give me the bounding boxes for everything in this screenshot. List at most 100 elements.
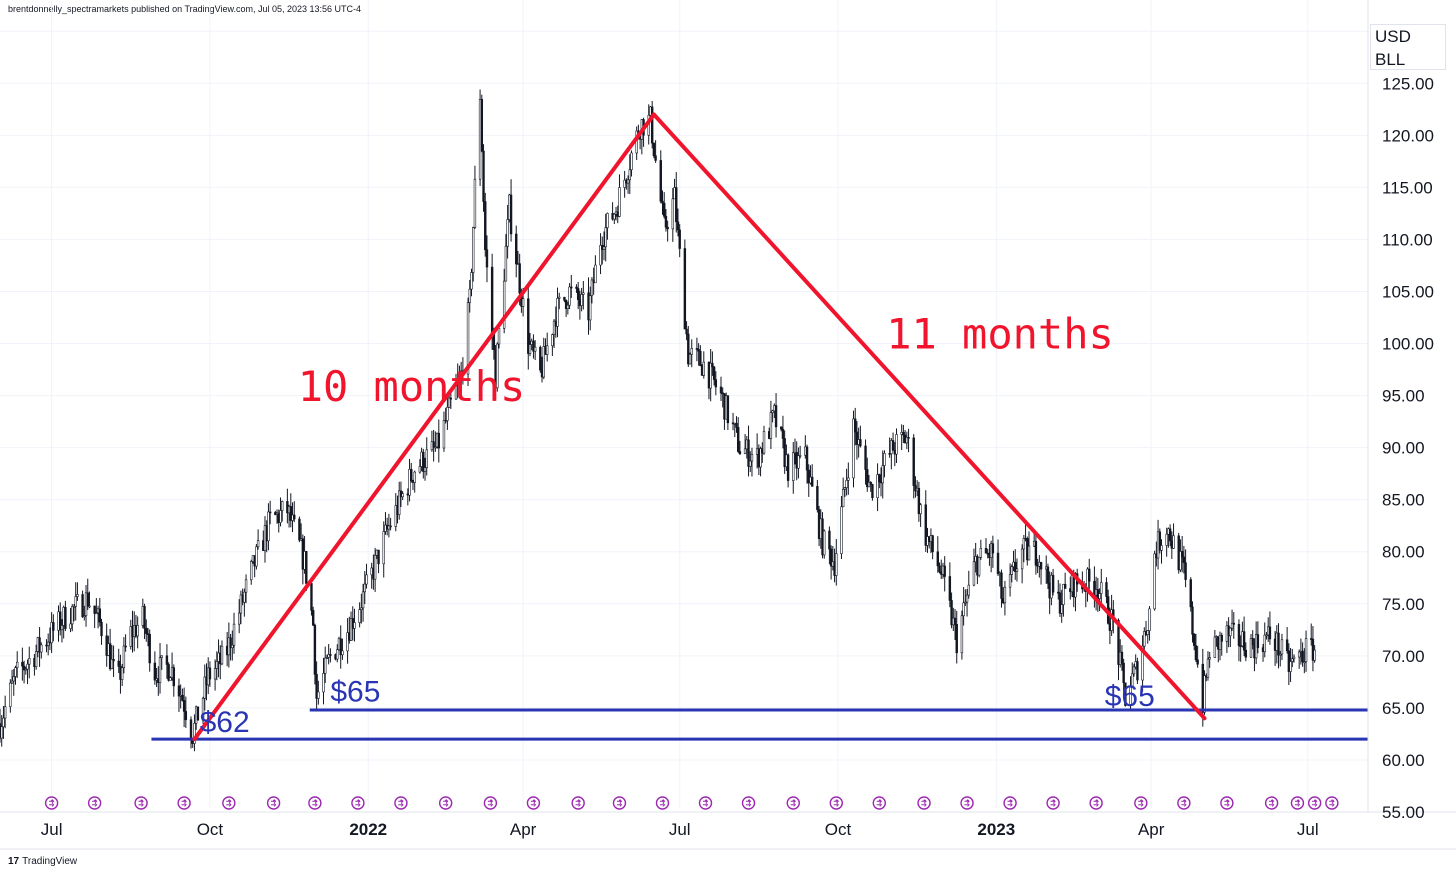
event-marker-icon[interactable] <box>1089 796 1103 810</box>
candle-body <box>628 169 631 181</box>
candle-body <box>568 286 571 306</box>
event-marker-icon[interactable] <box>222 796 236 810</box>
event-marker-chevron-icon <box>490 799 494 807</box>
candle-body <box>955 624 958 654</box>
event-marker-icon[interactable] <box>960 796 974 810</box>
candle-body <box>859 439 862 447</box>
event-marker-icon[interactable] <box>394 796 408 810</box>
candle-body <box>1184 562 1187 580</box>
event-marker-icon[interactable] <box>1003 796 1017 810</box>
event-marker-icon[interactable] <box>1307 796 1322 810</box>
event-marker-icon[interactable] <box>786 796 800 810</box>
event-marker-icon[interactable] <box>1134 796 1148 810</box>
candle-body <box>339 638 342 656</box>
event-marker-chevron-icon <box>273 799 277 807</box>
candle-body <box>967 584 970 596</box>
candle-body <box>683 248 687 330</box>
event-marker-icon[interactable] <box>526 796 541 810</box>
candle-body <box>95 612 98 615</box>
candle-body <box>1027 545 1031 561</box>
candle-body <box>697 349 700 352</box>
candle-body <box>10 680 14 684</box>
candle-body <box>72 605 76 608</box>
event-marker-icon[interactable] <box>698 796 713 810</box>
event-marker-icon[interactable] <box>1264 796 1279 810</box>
candle-body <box>181 694 184 701</box>
y-tick-label: 105.00 <box>1382 282 1434 301</box>
event-marker-chevron-icon <box>967 799 970 807</box>
candle-body <box>325 657 329 659</box>
support-lines[interactable] <box>151 708 1368 741</box>
candle-body <box>866 469 869 488</box>
event-markers[interactable] <box>44 796 1339 810</box>
y-tick-label: 115.00 <box>1382 178 1433 197</box>
candle-body <box>1015 568 1019 572</box>
event-marker-icon[interactable] <box>1325 796 1339 810</box>
candle-body <box>484 201 487 251</box>
event-marker-arrow-icon <box>790 799 796 806</box>
event-marker-icon[interactable] <box>917 796 931 810</box>
event-marker-icon[interactable] <box>351 796 365 810</box>
candle-body <box>21 661 24 667</box>
candle-body <box>311 610 315 626</box>
event-marker-icon[interactable] <box>612 796 627 810</box>
event-marker-icon[interactable] <box>177 796 191 810</box>
candle-body <box>1158 531 1161 551</box>
candle-body <box>891 440 895 451</box>
candle-body <box>1279 653 1282 656</box>
candle-body <box>845 480 848 488</box>
event-marker-icon[interactable] <box>483 796 498 810</box>
candle-body <box>558 296 561 299</box>
event-marker-chevron-icon <box>1314 799 1318 807</box>
event-marker-icon[interactable] <box>872 796 887 810</box>
candle-body <box>737 427 740 452</box>
trend-lines[interactable] <box>192 112 1207 742</box>
candle-body <box>823 530 826 556</box>
event-marker-icon[interactable] <box>134 796 148 810</box>
candle-body <box>843 487 847 490</box>
event-marker-icon[interactable] <box>571 796 585 810</box>
event-marker-icon[interactable] <box>1220 796 1234 810</box>
event-marker-icon[interactable] <box>1290 796 1305 810</box>
event-marker-icon[interactable] <box>266 796 281 810</box>
y-axis[interactable]: 130.00125.00120.00115.00110.00105.00100.… <box>1382 22 1434 822</box>
event-marker-chevron-icon <box>1183 799 1187 807</box>
event-marker-icon[interactable] <box>1177 796 1191 810</box>
event-marker-icon[interactable] <box>87 796 102 810</box>
tradingview-logo[interactable]: 17 TradingView <box>8 856 77 867</box>
candle-body <box>182 700 186 712</box>
x-tick-label: Apr <box>510 820 537 839</box>
event-marker-chevron-icon <box>748 799 752 807</box>
event-marker-icon[interactable] <box>44 796 59 810</box>
trend-line[interactable] <box>192 112 656 742</box>
candle-body <box>255 546 258 567</box>
candle-body <box>905 437 909 444</box>
candle-body <box>1301 650 1304 663</box>
candle-body <box>1180 551 1184 558</box>
currency-box: USD BLL <box>1370 24 1446 70</box>
event-marker-icon[interactable] <box>308 796 322 810</box>
candle-body <box>1058 592 1062 614</box>
candle-body <box>437 432 440 449</box>
candle-body <box>749 460 752 467</box>
event-marker-icon[interactable] <box>438 796 453 810</box>
candle-body <box>943 565 946 577</box>
event-marker-icon[interactable] <box>829 796 843 810</box>
candle-body <box>341 650 344 656</box>
candle-body <box>661 200 664 204</box>
candle-body <box>410 468 413 482</box>
candle-body <box>88 605 91 608</box>
candle-body <box>721 392 724 395</box>
event-marker-icon[interactable] <box>655 796 670 810</box>
event-marker-icon[interactable] <box>741 796 756 810</box>
trend-line[interactable] <box>651 112 1207 721</box>
candle-body <box>365 574 368 585</box>
event-marker-icon[interactable] <box>1046 796 1060 810</box>
candle-body <box>1039 561 1043 570</box>
candle-body <box>1263 634 1266 653</box>
event-marker-chevron-icon <box>793 799 796 807</box>
x-axis[interactable]: Jul Oct 2022 Apr Jul Oct 2023 Apr Jul <box>41 820 1319 839</box>
candle-body <box>143 606 146 629</box>
candle-body <box>1098 593 1101 600</box>
